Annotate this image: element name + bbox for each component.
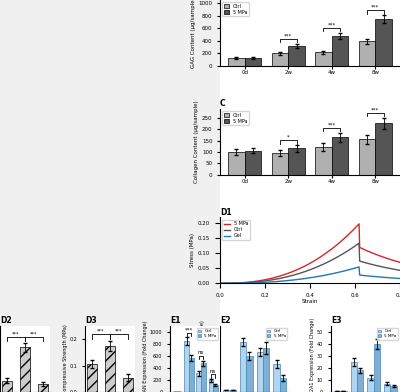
Y-axis label: GAG Content (μg/sample): GAG Content (μg/sample) xyxy=(190,0,196,68)
Bar xyxy=(359,42,375,66)
Y-axis label: COL2A1 Expression (Fold Change): COL2A1 Expression (Fold Change) xyxy=(310,318,316,392)
Text: ***: *** xyxy=(97,328,105,333)
Y-axis label: Stress (MPa): Stress (MPa) xyxy=(190,233,195,267)
Text: ***: *** xyxy=(284,33,292,38)
Text: ***: *** xyxy=(185,327,193,332)
Bar xyxy=(213,385,218,392)
Bar xyxy=(223,390,230,392)
Text: D2: D2 xyxy=(0,316,12,325)
Text: C: C xyxy=(220,99,226,108)
Y-axis label: Compressive Strength (MPa): Compressive Strength (MPa) xyxy=(63,324,68,392)
Legend: Ctrl, 5 MPa: Ctrl, 5 MPa xyxy=(376,328,398,339)
Bar xyxy=(357,370,363,392)
Bar xyxy=(263,348,269,392)
Bar xyxy=(228,58,245,66)
Bar xyxy=(332,137,348,174)
Bar xyxy=(374,344,380,392)
Text: *: * xyxy=(287,135,290,140)
Bar xyxy=(273,364,280,392)
Bar xyxy=(340,391,347,392)
Text: E2: E2 xyxy=(220,316,230,325)
Bar xyxy=(245,58,261,66)
Text: ns: ns xyxy=(210,368,216,374)
Bar xyxy=(272,153,288,174)
Bar xyxy=(332,36,348,66)
Bar xyxy=(20,347,30,392)
X-axis label: Strain: Strain xyxy=(302,299,318,305)
Bar xyxy=(245,151,261,174)
Text: E1: E1 xyxy=(170,316,180,325)
Bar xyxy=(315,53,332,66)
Bar xyxy=(390,386,397,392)
Text: ***: *** xyxy=(328,22,336,27)
Text: E3: E3 xyxy=(331,316,341,325)
Text: ***: *** xyxy=(115,328,123,333)
Legend: 5 MPa, Ctrl, Gel: 5 MPa, Ctrl, Gel xyxy=(222,220,250,240)
Bar xyxy=(334,391,340,392)
Legend: Ctrl, 5 MPa: Ctrl, 5 MPa xyxy=(222,111,248,125)
Bar xyxy=(280,378,286,392)
Bar xyxy=(257,352,263,392)
Text: ***: *** xyxy=(371,5,380,10)
Legend: Ctrl, 5 MPa: Ctrl, 5 MPa xyxy=(196,328,218,339)
Bar xyxy=(359,140,375,174)
Text: ***: *** xyxy=(328,122,336,127)
Text: ns: ns xyxy=(198,350,204,355)
Bar xyxy=(123,377,133,392)
Bar xyxy=(196,374,201,392)
Bar xyxy=(384,384,390,392)
Bar xyxy=(38,384,48,392)
Bar xyxy=(105,346,115,392)
Bar xyxy=(288,149,305,174)
Bar xyxy=(375,123,392,174)
Y-axis label: SOX9 Expression (Fold Change): SOX9 Expression (Fold Change) xyxy=(200,321,205,392)
Bar xyxy=(375,19,392,66)
Y-axis label: ACAN Expression (Fold Change): ACAN Expression (Fold Change) xyxy=(144,320,148,392)
Y-axis label: Collagen Content (μg/sample): Collagen Content (μg/sample) xyxy=(194,100,199,183)
Text: ***: *** xyxy=(371,107,380,113)
Bar xyxy=(184,341,189,392)
Legend: Ctrl, 5 MPa: Ctrl, 5 MPa xyxy=(222,2,248,16)
Text: D1: D1 xyxy=(220,208,232,217)
Bar xyxy=(288,46,305,66)
Bar xyxy=(246,356,253,392)
Bar xyxy=(230,390,236,392)
Bar xyxy=(189,358,194,392)
Text: D3: D3 xyxy=(85,316,97,325)
Bar xyxy=(2,381,12,392)
Bar xyxy=(351,362,357,392)
Bar xyxy=(272,53,288,66)
Bar xyxy=(228,152,245,174)
Text: ***: *** xyxy=(30,332,38,337)
Text: ***: *** xyxy=(12,332,20,337)
Bar xyxy=(240,342,246,392)
Bar xyxy=(315,147,332,174)
Bar xyxy=(208,380,213,392)
Bar xyxy=(201,363,206,392)
Bar xyxy=(87,364,97,392)
Legend: Ctrl, 5 MPa: Ctrl, 5 MPa xyxy=(266,328,287,339)
Bar xyxy=(367,377,374,392)
